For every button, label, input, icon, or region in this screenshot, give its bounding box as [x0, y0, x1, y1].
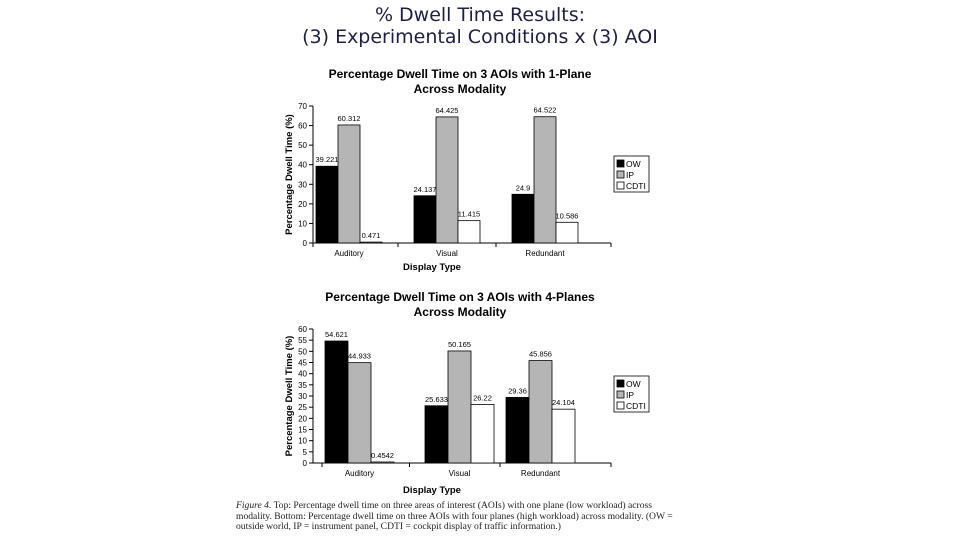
chart1-category-label: Auditory: [334, 249, 363, 258]
chart1-y-tick-label: 50: [298, 141, 307, 150]
chart1-bar-ip: [533, 116, 557, 244]
chart2-y-tick-label: 60: [298, 325, 307, 334]
chart2-data-label: 0.4542: [371, 451, 394, 460]
chart1-data-label: 24.137: [414, 185, 437, 194]
chart2-data-label: 26.22: [473, 393, 492, 402]
chart1-bar-ip: [337, 124, 361, 244]
chart1-y-tick-label: 0: [303, 239, 308, 248]
chart1-y-tick-label: 60: [298, 122, 307, 131]
chart2-title-line: Across Modality: [414, 305, 507, 319]
chart2-data-label: 45.856: [529, 350, 552, 359]
chart1-y-tick-label: 20: [298, 200, 307, 209]
chart1-title-line: Across Modality: [414, 82, 507, 96]
chart1-title-line: Percentage Dwell Time on 3 AOIs with 1-P…: [329, 67, 592, 81]
chart2-legend-label: IP: [626, 390, 634, 400]
chart1-data-label: 10.586: [556, 211, 579, 220]
chart2-y-tick-label: 55: [298, 336, 307, 345]
chart2-y-tick-label: 0: [303, 459, 308, 468]
slide-title-line-2: (3) Experimental Conditions x (3) AOI: [302, 26, 658, 48]
chart1-legend-swatch-ip: [616, 170, 625, 179]
chart1-bar-cdti: [359, 241, 383, 244]
chart2-legend-label: CDTI: [626, 401, 646, 411]
chart2-y-tick-label: 40: [298, 370, 307, 379]
chart2-data-label: 24.104: [552, 398, 575, 407]
chart2-legend-swatch-ip: [616, 390, 625, 399]
chart2-y-tick-label: 25: [298, 403, 307, 412]
chart2-category-label: Visual: [449, 469, 471, 478]
figure-caption-label: Figure 4.: [236, 500, 272, 511]
chart2-bar-ip: [528, 360, 553, 464]
chart2-x-axis-label: Display Type: [403, 485, 461, 496]
chart1-bar-ow: [315, 165, 339, 244]
chart2-bar-ip: [447, 350, 472, 464]
chart1-bar-ow: [413, 195, 437, 244]
chart2-category-label: Redundant: [521, 469, 561, 478]
chart2-y-tick-label: 45: [298, 359, 307, 368]
chart2-legend-swatch-ow: [616, 379, 625, 388]
chart1-data-label: 24.9: [516, 183, 531, 192]
chart2-legend-label: OW: [626, 379, 641, 389]
chart2-bar-ip: [347, 362, 372, 464]
chart1-data-label: 39.221: [316, 155, 339, 164]
chart1-legend-swatch-ow: [616, 159, 625, 168]
figure-caption-text: Top: Percentage dwell time on three area…: [236, 500, 673, 532]
chart1-category-label: Redundant: [525, 249, 565, 258]
slide-title-line-1: % Dwell Time Results:: [374, 4, 586, 26]
chart1-y-tick-label: 40: [298, 161, 307, 170]
chart1-bar-cdti: [457, 220, 481, 244]
chart2-data-label: 54.621: [325, 330, 348, 339]
chart1-y-tick-label: 70: [298, 102, 307, 111]
chart1-legend-label: IP: [626, 170, 634, 180]
chart2-data-label: 29.36: [508, 386, 527, 395]
chart2-legend-swatch-cdti: [616, 401, 625, 410]
chart2-bar-ow: [324, 340, 349, 464]
chart1-legend-swatch-cdti: [616, 181, 625, 190]
chart1-legend-label: OW: [626, 159, 641, 169]
chart1-bar-cdti: [555, 221, 579, 244]
chart1-legend-label: CDTI: [626, 181, 646, 191]
chart1-x-axis-label: Display Type: [403, 262, 461, 273]
chart2-y-tick-label: 30: [298, 392, 307, 401]
chart2-title-line: Percentage Dwell Time on 3 AOIs with 4-P…: [325, 290, 595, 304]
chart1-data-label: 0.471: [362, 231, 381, 240]
figure-caption: Figure 4. Top: Percentage dwell time on …: [236, 500, 676, 533]
chart1-data-label: 11.415: [458, 210, 480, 219]
chart2-y-tick-label: 35: [298, 381, 307, 390]
chart1-data-label: 60.312: [338, 114, 361, 123]
chart2-y-tick-label: 20: [298, 414, 307, 423]
chart2-bar-ow: [505, 397, 530, 464]
chart2-y-tick-label: 15: [298, 426, 307, 435]
chart1-y-axis-label: Percentage Dwell Time (%): [284, 114, 295, 235]
chart2-y-tick-label: 50: [298, 347, 307, 356]
chart1-bar-ip: [435, 116, 459, 244]
chart2-bar-cdti: [470, 404, 495, 464]
chart1-y-tick-label: 10: [298, 219, 307, 228]
chart2-data-label: 44.933: [348, 352, 371, 361]
chart2-bar-cdti: [370, 461, 395, 464]
chart2-y-axis-label: Percentage Dwell Time (%): [284, 336, 295, 457]
chart1-data-label: 64.425: [436, 106, 459, 115]
chart2-bar-cdti: [551, 408, 576, 464]
chart2-bar-ow: [424, 405, 449, 464]
chart1-category-label: Visual: [436, 249, 458, 258]
chart1-y-tick-label: 30: [298, 180, 307, 189]
chart2-y-tick-label: 5: [303, 448, 308, 457]
chart2-data-label: 50.165: [448, 340, 471, 349]
chart2-y-tick-label: 10: [298, 437, 307, 446]
chart1-data-label: 64.522: [534, 106, 557, 115]
chart1-bar-ow: [511, 193, 535, 244]
chart2-category-label: Auditory: [345, 469, 374, 478]
chart2-data-label: 25.633: [425, 395, 448, 404]
